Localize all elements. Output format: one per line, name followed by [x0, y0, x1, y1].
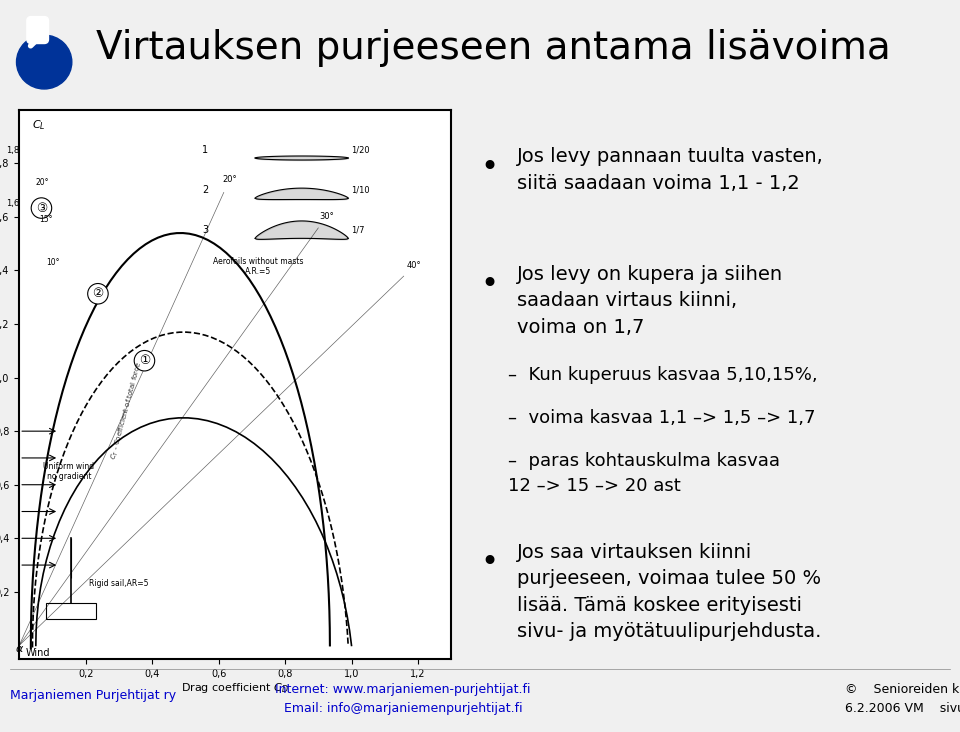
Text: 1,6: 1,6 [6, 199, 19, 208]
Polygon shape [46, 602, 96, 619]
Text: 2: 2 [202, 184, 208, 195]
Text: 30°: 30° [320, 212, 334, 221]
Text: 1/10: 1/10 [351, 186, 371, 195]
Text: Virtauksen purjeeseen antama lisävoima: Virtauksen purjeeseen antama lisävoima [96, 29, 891, 67]
Text: 3: 3 [202, 225, 208, 235]
Text: 10°: 10° [46, 258, 60, 267]
Text: •: • [480, 270, 498, 299]
Text: –  Kun kuperuus kasvaa 5,10,15%,: – Kun kuperuus kasvaa 5,10,15%, [508, 366, 817, 384]
Text: 40°: 40° [407, 261, 421, 270]
Text: –  voima kasvaa 1,1 –> 1,5 –> 1,7: – voima kasvaa 1,1 –> 1,5 –> 1,7 [508, 409, 815, 427]
FancyArrowPatch shape [31, 41, 36, 46]
FancyBboxPatch shape [27, 17, 48, 43]
Text: ②: ② [92, 287, 104, 300]
Text: 1,8: 1,8 [6, 146, 19, 154]
X-axis label: Drag coefficient $C_D$: Drag coefficient $C_D$ [181, 681, 289, 695]
Text: Marjaniemen Purjehtijat ry: Marjaniemen Purjehtijat ry [10, 690, 176, 702]
Text: –  paras kohtauskulma kasvaa
12 –> 15 –> 20 ast: – paras kohtauskulma kasvaa 12 –> 15 –> … [508, 452, 780, 495]
Text: 1/20: 1/20 [351, 146, 371, 154]
Text: α: α [16, 644, 23, 654]
Text: Uniform wind
no gradient: Uniform wind no gradient [43, 462, 95, 482]
Text: Jos levy pannaan tuulta vasten,
siitä saadaan voima 1,1 - 1,2: Jos levy pannaan tuulta vasten, siitä sa… [516, 147, 824, 193]
Text: 15°: 15° [39, 215, 53, 224]
Text: Jos saa virtauksen kiinni
purjeeseen, voimaa tulee 50 %
lisää. Tämä koskee erity: Jos saa virtauksen kiinni purjeeseen, vo… [516, 542, 821, 641]
Text: $C_T$ - Coefficient of total force: $C_T$ - Coefficient of total force [108, 360, 145, 461]
Text: 1: 1 [202, 145, 208, 154]
Text: ©    Senioreiden kilpakoulu: © Senioreiden kilpakoulu [845, 683, 960, 695]
Circle shape [16, 35, 72, 89]
Text: 6.2.2006 VM    sivu 10: 6.2.2006 VM sivu 10 [845, 703, 960, 715]
Text: Rigid sail,AR=5: Rigid sail,AR=5 [89, 580, 149, 589]
Text: Internet: www.marjaniemen-purjehtijat.fi: Internet: www.marjaniemen-purjehtijat.fi [276, 683, 531, 695]
Text: 20°: 20° [222, 176, 237, 184]
Text: •: • [480, 548, 498, 577]
Text: ③: ③ [36, 201, 47, 214]
Text: Wind: Wind [26, 648, 50, 658]
Text: Jos levy on kupera ja siihen
saadaan virtaus kiinni,
voima on 1,7: Jos levy on kupera ja siihen saadaan vir… [516, 265, 783, 337]
Text: •: • [480, 152, 498, 182]
Text: 20°: 20° [36, 178, 49, 187]
Text: 1/7: 1/7 [351, 226, 365, 235]
Text: Email: info@marjaniemenpurjehtijat.fi: Email: info@marjaniemenpurjehtijat.fi [284, 703, 522, 715]
Text: Aerofoils without masts
A.R.=5: Aerofoils without masts A.R.=5 [213, 257, 303, 277]
Text: ①: ① [139, 354, 150, 367]
Text: $C_L$: $C_L$ [33, 118, 46, 132]
